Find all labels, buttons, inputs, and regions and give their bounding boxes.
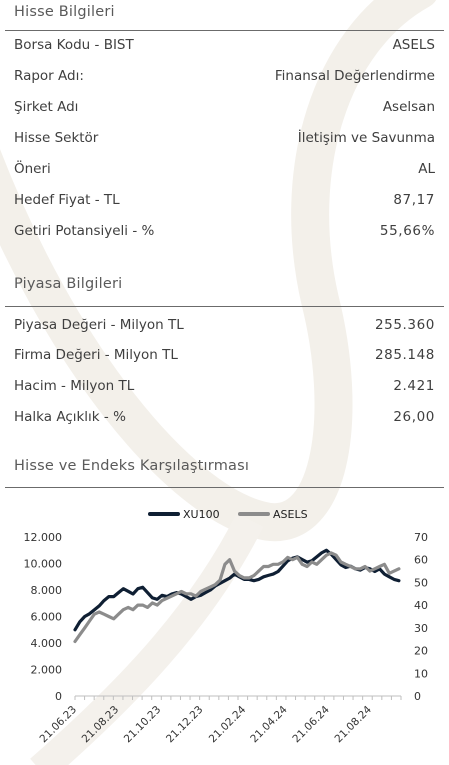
row-label: Öneri xyxy=(14,161,51,177)
stock-info-divider xyxy=(5,30,444,31)
y-right-tick-label: 40 xyxy=(414,599,428,612)
row-value: ASELS xyxy=(392,37,435,53)
row-label: Piyasa Değeri - Milyon TL xyxy=(14,317,184,333)
row-label: Borsa Kodu - BIST xyxy=(14,37,134,53)
row-label: Hisse Sektör xyxy=(14,130,99,146)
y-left-tick-label: 4.000 xyxy=(31,637,63,650)
market-info-divider xyxy=(5,306,444,307)
x-tick-label: 21.10.23 xyxy=(122,704,164,746)
y-right-tick-label: 60 xyxy=(414,554,428,567)
x-tick-label: 21.12.23 xyxy=(164,704,206,746)
row-value: İletişim ve Savunma xyxy=(297,130,435,146)
y-right-tick-label: 20 xyxy=(414,645,428,658)
row-label: Rapor Adı: xyxy=(14,68,84,84)
row-label: Firma Değeri - Milyon TL xyxy=(14,347,178,363)
row-label: Halka Açıklık - % xyxy=(14,409,126,425)
legend-label-xu100: XU100 xyxy=(183,508,220,521)
y-left-tick-label: 12.000 xyxy=(24,531,63,544)
comparison-chart: 0 2.000 4.000 6.000 8.000 10.000 12.000 0 10 20 30… xyxy=(24,508,429,746)
y-left-tick-label: 0 xyxy=(55,690,62,703)
comparison-divider xyxy=(5,487,444,488)
y-right-tick-label: 70 xyxy=(414,531,428,544)
row-label: Hacim - Milyon TL xyxy=(14,378,135,394)
y-left-tick-label: 10.000 xyxy=(24,558,63,571)
series-line-asels xyxy=(73,551,401,644)
row-value: 55,66% xyxy=(379,223,435,239)
x-tick-label: 21.08.23 xyxy=(80,704,122,746)
x-tick-label: 21.06.24 xyxy=(290,703,332,745)
row-value: Finansal Değerlendirme xyxy=(274,68,435,84)
row-rapor-adi: Rapor Adı: Finansal Değerlendirme xyxy=(14,66,435,86)
row-value: 26,00 xyxy=(393,409,435,425)
row-piyasa-degeri: Piyasa Değeri - Milyon TL 255.360 xyxy=(14,315,435,335)
row-getiri-potansiyeli: Getiri Potansiyeli - % 55,66% xyxy=(14,221,435,241)
row-value: AL xyxy=(418,161,435,177)
x-tick-label: 21.02.24 xyxy=(207,703,249,745)
row-hisse-sektor: Hisse Sektör İletişim ve Savunma xyxy=(14,128,435,148)
row-label: Hedef Fiyat - TL xyxy=(14,192,120,208)
comparison-title: Hisse ve Endeks Karşılaştırması xyxy=(14,458,250,474)
y-left-tick-label: 6.000 xyxy=(31,611,63,624)
x-tick-label: 21.06.23 xyxy=(38,704,80,746)
row-borsa-kodu: Borsa Kodu - BIST ASELS xyxy=(14,35,435,55)
legend-label-asels: ASELS xyxy=(273,508,308,521)
stock-info-title: Hisse Bilgileri xyxy=(14,4,115,20)
row-value: 255.360 xyxy=(374,317,435,333)
row-value: 2.421 xyxy=(393,378,435,394)
row-hedef-fiyat: Hedef Fiyat - TL 87,17 xyxy=(14,190,435,210)
row-value: 285.148 xyxy=(374,347,435,363)
y-right-tick-label: 30 xyxy=(414,622,428,635)
y-right-tick-label: 0 xyxy=(414,690,421,703)
row-sirket-adi: Şirket Adı Aselsan xyxy=(14,97,435,117)
y-left-tick-label: 8.000 xyxy=(31,584,63,597)
row-value: Aselsan xyxy=(382,99,435,115)
row-halka-aciklik: Halka Açıklık - % 26,00 xyxy=(14,407,435,427)
x-tick-label: 21.04.24 xyxy=(248,703,290,745)
row-value: 87,17 xyxy=(393,192,435,208)
y-right-tick-label: 50 xyxy=(414,576,428,589)
market-info-title: Piyasa Bilgileri xyxy=(14,276,123,292)
row-hacim: Hacim - Milyon TL 2.421 xyxy=(14,376,435,396)
x-tick-label: 21.08.24 xyxy=(332,703,374,745)
row-firma-degeri: Firma Değeri - Milyon TL 285.148 xyxy=(14,345,435,365)
series-line-xu100 xyxy=(73,548,401,632)
row-label: Şirket Adı xyxy=(14,99,79,115)
y-right-tick-label: 10 xyxy=(414,667,428,680)
y-left-tick-label: 2.000 xyxy=(31,664,63,677)
row-oneri: Öneri AL xyxy=(14,159,435,179)
row-label: Getiri Potansiyeli - % xyxy=(14,223,155,239)
